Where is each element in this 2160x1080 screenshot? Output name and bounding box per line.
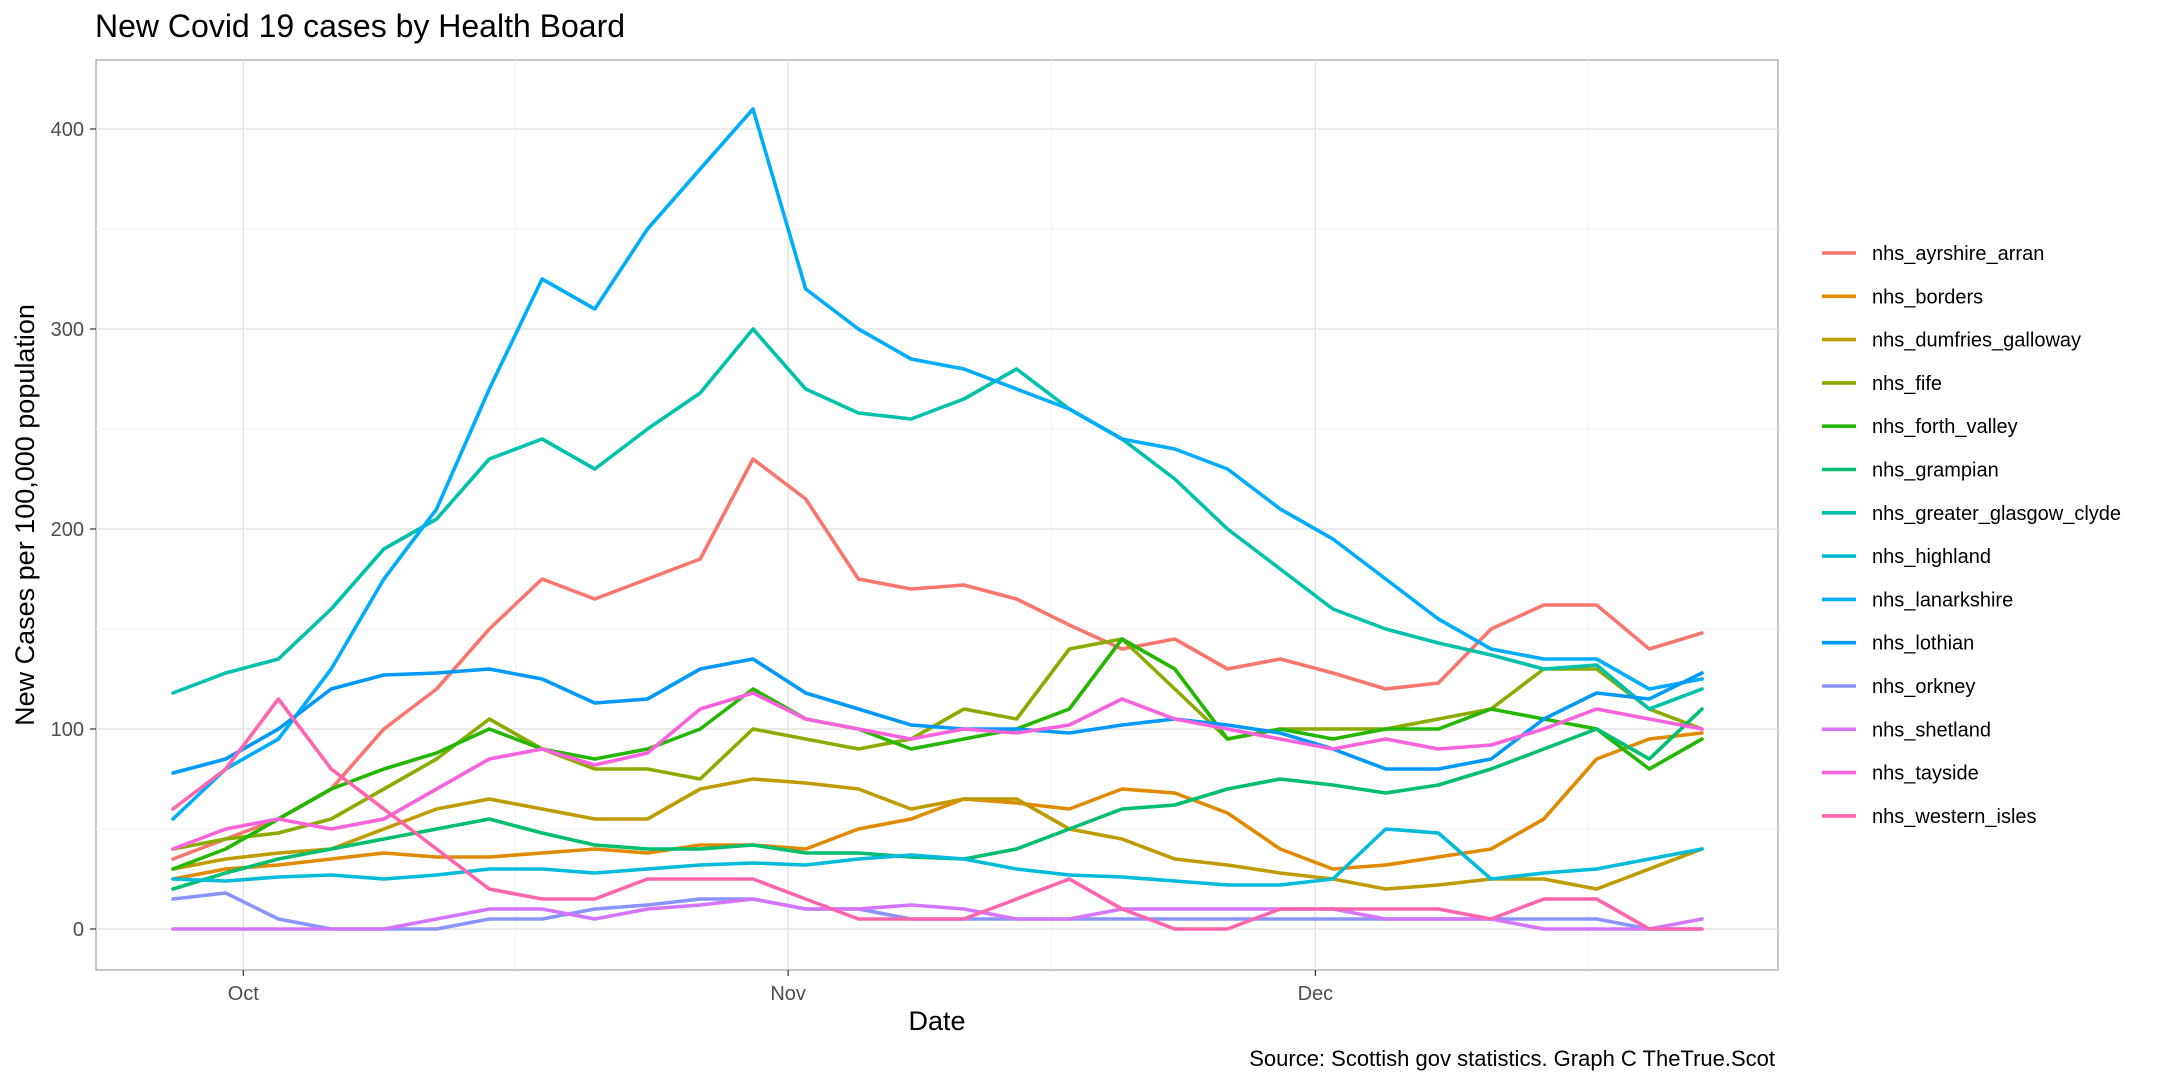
legend-label-nhs_orkney: nhs_orkney: [1872, 676, 1975, 698]
legend-label-nhs_ayrshire_arran: nhs_ayrshire_arran: [1872, 243, 2044, 265]
y-tick-label: 0: [73, 919, 84, 941]
series-line-nhs_ayrshire_arran: [171, 457, 1704, 861]
legend: nhs_ayrshire_arran nhs_borders nhs_dumfrie…: [1822, 243, 2121, 828]
series-line-nhs_borders: [171, 731, 1704, 881]
axis-layer: 0 100 200 300 400 Oct Nov Dec: [51, 119, 1334, 1005]
legend-label-nhs_grampian: nhs_grampian: [1872, 460, 1999, 482]
y-tick-label: 300: [51, 319, 84, 341]
x-tick-label: Dec: [1298, 983, 1334, 1005]
legend-label-nhs_tayside: nhs_tayside: [1872, 763, 1979, 785]
series-line-nhs_dumfries_galloway: [171, 777, 1704, 891]
y-tick-label: 200: [51, 519, 84, 541]
legend-label-nhs_fife: nhs_fife: [1872, 373, 1942, 395]
legend-label-nhs_borders: nhs_borders: [1872, 286, 1983, 308]
series-layer: [171, 107, 1704, 931]
y-tick-label: 100: [51, 719, 84, 741]
y-axis-title: New Cases per 100,000 population: [10, 304, 40, 726]
x-axis-title: Date: [908, 1006, 965, 1036]
series-line-nhs_western_isles: [171, 697, 1704, 931]
legend-label-nhs_forth_valley: nhs_forth_valley: [1872, 416, 2018, 438]
legend-label-nhs_dumfries_galloway: nhs_dumfries_galloway: [1872, 330, 2081, 352]
x-tick-label: Nov: [770, 983, 806, 1005]
series-line-nhs_shetland: [171, 897, 1704, 931]
x-tick-label: Oct: [228, 983, 260, 1005]
series-line-nhs_tayside: [171, 691, 1704, 851]
y-tick-label: 400: [51, 119, 84, 141]
grid-layer: [96, 60, 1778, 970]
legend-label-nhs_lothian: nhs_lothian: [1872, 633, 1974, 655]
chart-title: New Covid 19 cases by Health Board: [95, 8, 626, 44]
legend-label-nhs_greater_glasgow_clyde: nhs_greater_glasgow_clyde: [1872, 503, 2121, 525]
legend-label-nhs_shetland: nhs_shetland: [1872, 719, 1991, 741]
series-line-nhs_lanarkshire: [171, 107, 1704, 821]
series-line-nhs_greater_glasgow_clyde: [171, 327, 1704, 711]
legend-label-nhs_western_isles: nhs_western_isles: [1872, 806, 2037, 828]
plot-panel: [95, 59, 1779, 971]
series-line-nhs_fife: [171, 637, 1704, 851]
legend-label-nhs_highland: nhs_highland: [1872, 546, 1991, 568]
series-line-nhs_forth_valley: [171, 637, 1704, 871]
legend-label-nhs_lanarkshire: nhs_lanarkshire: [1872, 589, 2013, 611]
series-line-nhs_highland: [171, 827, 1704, 887]
series-line-nhs_orkney: [171, 891, 1704, 931]
series-line-nhs_lothian: [171, 657, 1704, 775]
source-caption: Source: Scottish gov statistics. Graph C…: [1249, 1046, 1775, 1071]
